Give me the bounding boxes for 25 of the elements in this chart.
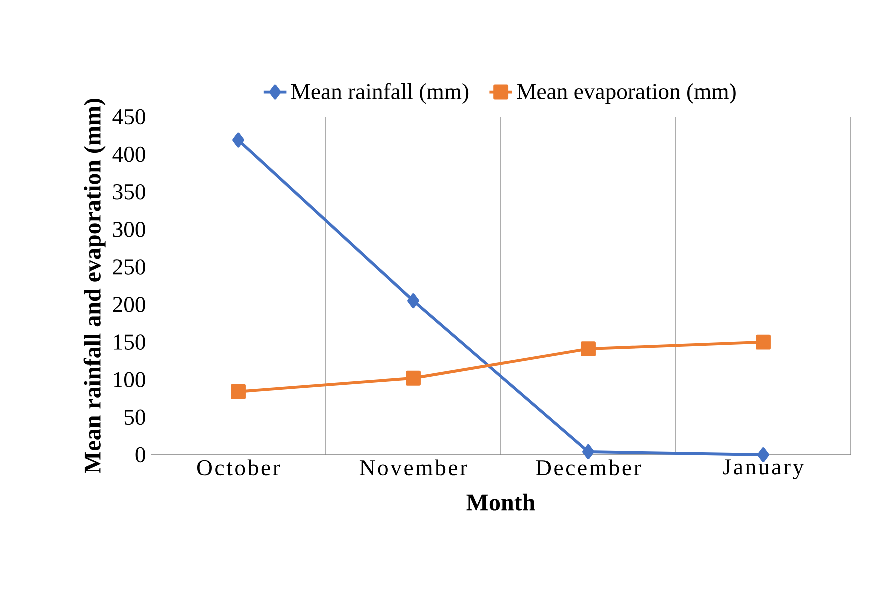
- y-tick-label: 300: [113, 222, 146, 238]
- y-tick-label: 0: [136, 447, 146, 463]
- point: [408, 294, 420, 308]
- y-tick-label: 50: [124, 410, 146, 426]
- y-tick-label: 250: [113, 260, 146, 275]
- y-tick-label: 350: [113, 184, 146, 200]
- legend-label: Mean rainfall (mm): [291, 83, 469, 104]
- point: [756, 334, 771, 350]
- y-tick-label: 100: [114, 372, 146, 388]
- x-tick-label: October: [197, 460, 280, 476]
- y-tick-label: 150: [114, 334, 146, 350]
- y-tick-label: 400: [112, 146, 146, 162]
- x-tick-label: January: [723, 460, 804, 480]
- y-tick-label: 450: [112, 109, 146, 125]
- x-tick-label: December: [536, 460, 642, 476]
- point: [582, 444, 594, 460]
- y-axis-title: Mean rainfall and evaporation (mm): [84, 99, 106, 474]
- x-axis-title: Month: [466, 494, 536, 511]
- point: [231, 384, 246, 400]
- point: [406, 370, 421, 386]
- legend-label: Mean evaporation (mm): [517, 83, 736, 104]
- point: [232, 132, 244, 148]
- x-tick-label: November: [360, 460, 468, 476]
- y-tick-label: 200: [113, 297, 146, 312]
- point: [581, 342, 596, 357]
